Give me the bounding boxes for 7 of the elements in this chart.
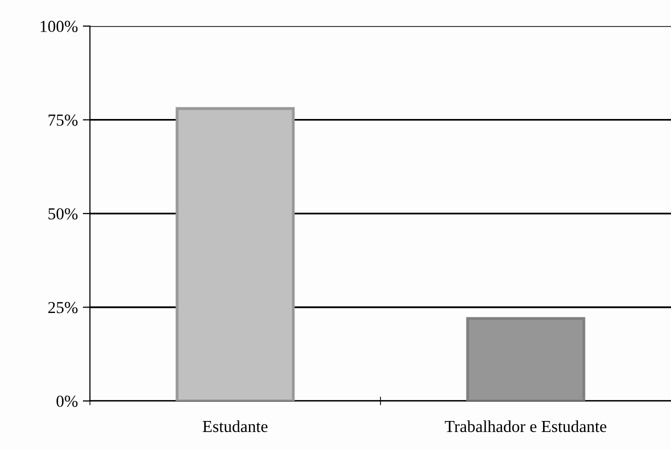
y-tick-label: 100% <box>40 20 78 32</box>
y-tick-label: 50% <box>48 208 78 220</box>
y-tick-label: 0% <box>56 396 78 407</box>
x-tick-label: Trabalhador e Estudante <box>444 420 606 432</box>
y-tick-label: 25% <box>48 302 78 314</box>
y-tick-label: 75% <box>48 114 78 126</box>
x-tick-label: Estudante <box>202 420 268 432</box>
